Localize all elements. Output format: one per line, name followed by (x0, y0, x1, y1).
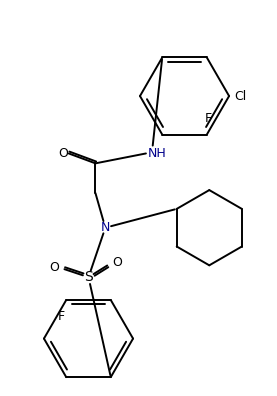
Text: Cl: Cl (234, 89, 246, 103)
Text: N: N (101, 221, 110, 234)
Text: O: O (112, 256, 122, 269)
Text: O: O (49, 261, 59, 274)
Text: F: F (205, 112, 212, 125)
Text: S: S (84, 270, 93, 284)
Text: O: O (58, 147, 68, 160)
Text: F: F (58, 310, 65, 323)
Text: NH: NH (148, 147, 167, 160)
